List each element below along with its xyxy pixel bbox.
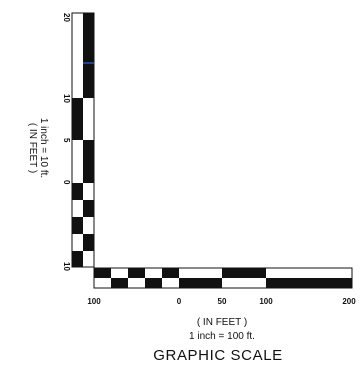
horizontal-tick-label: 200 [342, 297, 356, 306]
vertical-tick-label: 10 [62, 262, 71, 271]
horizontal-scale-caption: ( IN FEET ) 1 inch = 100 ft. [189, 317, 255, 342]
vertical-tick-label: 0 [62, 180, 71, 185]
horizontal-tick-label: 100 [87, 297, 101, 306]
graphic-scale-title: GRAPHIC SCALE [153, 347, 283, 364]
horizontal-scale-segments [94, 268, 352, 288]
horizontal-units-caption: ( IN FEET ) [197, 317, 247, 328]
vertical-tick-labels: 20 10 5 0 10 [62, 13, 71, 271]
horizontal-tick-label: 0 [177, 297, 182, 306]
horizontal-tick-label: 50 [218, 297, 227, 306]
vertical-tick-label: 10 [62, 94, 71, 103]
horizontal-tick-labels: 100 0 50 100 200 [87, 297, 356, 306]
vertical-scale-bar [71, 12, 95, 268]
horizontal-scale-bar [93, 267, 353, 289]
vertical-tick-label: 5 [62, 138, 71, 143]
vertical-ratio-caption: 1 inch = 10 ft. [38, 118, 49, 178]
vertical-tick-label: 20 [62, 13, 71, 22]
vertical-scale-segments [72, 13, 94, 267]
horizontal-tick-label: 100 [259, 297, 273, 306]
horizontal-ratio-caption: 1 inch = 100 ft. [189, 331, 255, 342]
vertical-scale-caption: ( IN FEET ) 1 inch = 10 ft. [27, 118, 49, 178]
vertical-units-caption: ( IN FEET ) [27, 123, 38, 173]
